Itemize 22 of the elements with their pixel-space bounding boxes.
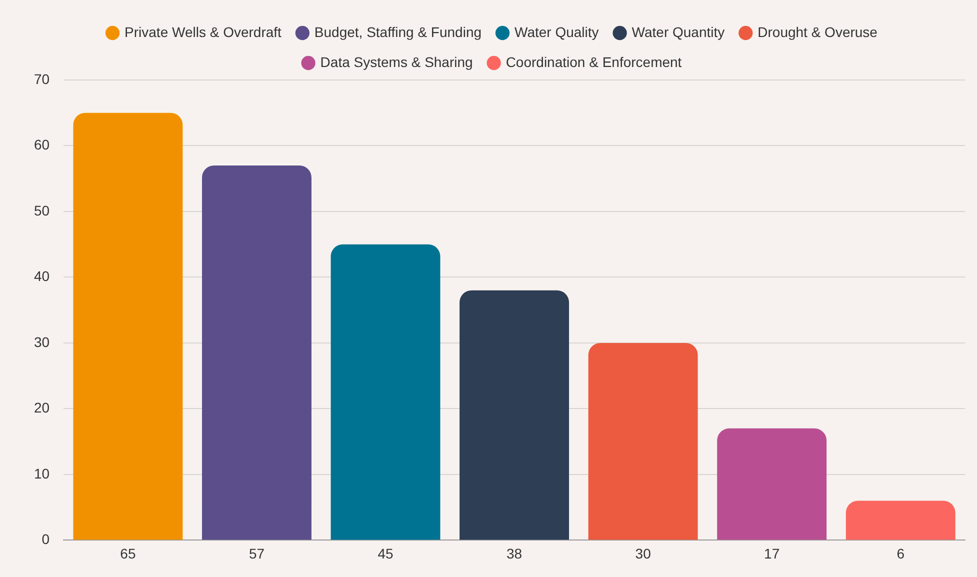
y-tick-label: 70 — [34, 70, 50, 87]
y-tick-label: 60 — [34, 136, 50, 153]
y-tick-label: 20 — [34, 400, 50, 416]
y-tick-label: 0 — [42, 531, 50, 548]
legend-label: Water Quality — [514, 24, 599, 40]
legend-label: Drought & Overuse — [758, 24, 878, 40]
x-tick-label: 17 — [764, 545, 780, 562]
x-tick-label: 65 — [120, 545, 136, 562]
x-tick-label: 45 — [378, 545, 394, 562]
y-tick-label: 10 — [34, 465, 50, 482]
y-tick-label: 40 — [34, 268, 50, 284]
x-tick-label: 38 — [506, 545, 522, 562]
legend-label: Data Systems & Sharing — [320, 54, 473, 70]
legend-label: Budget, Staffing & Funding — [314, 24, 482, 40]
y-tick-label: 30 — [34, 334, 50, 350]
x-tick-label: 30 — [635, 545, 652, 562]
x-tick-label: 57 — [248, 545, 265, 562]
y-tick-label: 50 — [34, 202, 50, 218]
x-tick-label: 6 — [896, 545, 905, 562]
legend-label: Private Wells & Overdraft — [124, 24, 282, 40]
legend-label: Water Quantity — [632, 24, 725, 40]
legend-label: Coordination & Enforcement — [506, 54, 682, 70]
